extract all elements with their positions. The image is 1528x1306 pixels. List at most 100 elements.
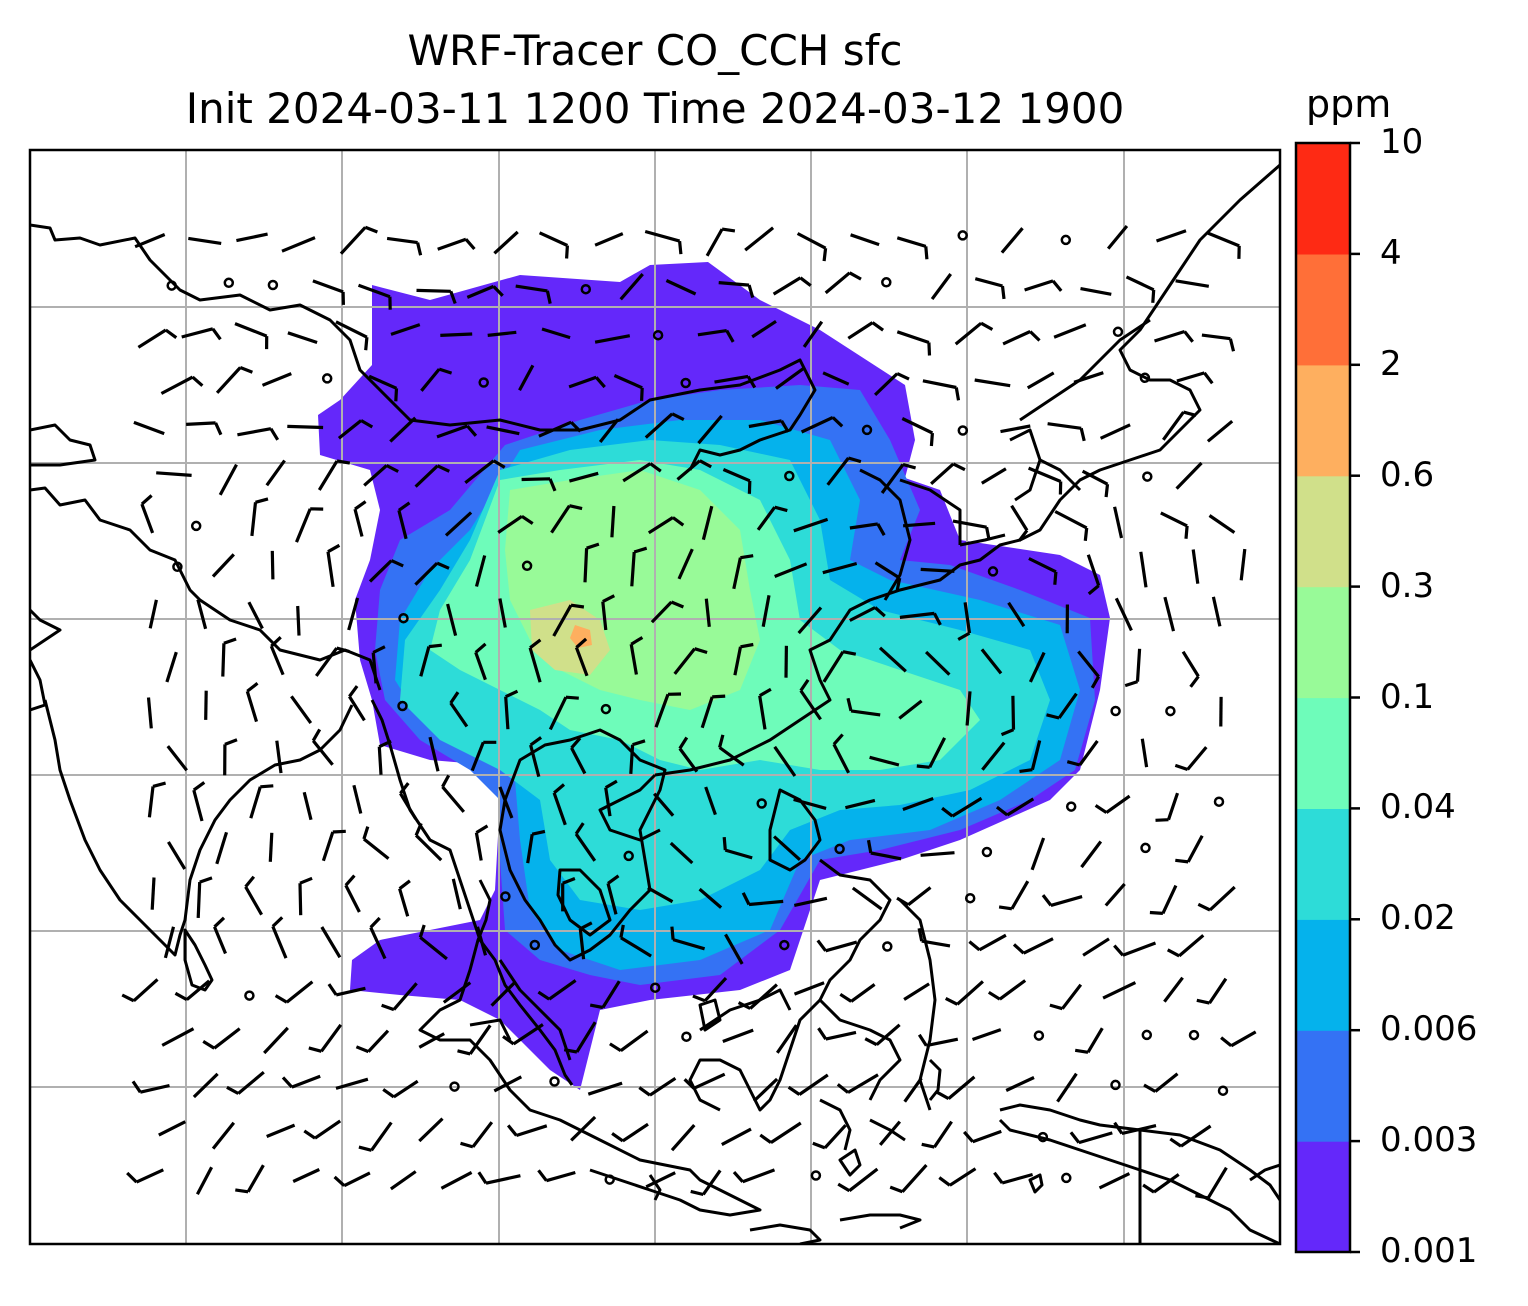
calm-wind-marker bbox=[1139, 372, 1151, 384]
wind-barb bbox=[793, 981, 825, 996]
wind-barb bbox=[1073, 371, 1104, 384]
calm-wind-marker bbox=[397, 700, 408, 712]
wind-barb bbox=[223, 738, 238, 776]
wind-barb bbox=[418, 924, 448, 961]
calm-wind-marker bbox=[779, 939, 790, 951]
wind-barb bbox=[137, 328, 178, 349]
wind-barb bbox=[732, 1168, 776, 1184]
wind-barb bbox=[1098, 1172, 1131, 1190]
wind-barb bbox=[981, 741, 1006, 771]
calm-wind-marker bbox=[1060, 234, 1072, 246]
wind-barb bbox=[916, 737, 947, 769]
calm-wind-marker bbox=[957, 230, 968, 241]
wind-barb bbox=[644, 412, 685, 439]
wind-barb bbox=[1081, 469, 1110, 498]
wind-barb bbox=[864, 1023, 901, 1047]
calm-wind-marker bbox=[1033, 1030, 1045, 1041]
wind-barb bbox=[552, 783, 567, 826]
wind-barb bbox=[898, 699, 923, 720]
wind-barb bbox=[724, 933, 744, 965]
wind-barb bbox=[382, 1079, 419, 1099]
wind-barb bbox=[211, 1121, 236, 1150]
wind-barb bbox=[697, 414, 723, 445]
map-frame bbox=[28, 148, 1282, 1246]
wind-barb bbox=[589, 980, 621, 1010]
wind-barb bbox=[1082, 937, 1110, 957]
wind-barb bbox=[464, 459, 506, 485]
wind-barb bbox=[644, 229, 683, 255]
wind-barb bbox=[165, 651, 178, 683]
colorbar-band-7 bbox=[1296, 364, 1350, 477]
wind-barb bbox=[1024, 279, 1063, 292]
wind-barb bbox=[936, 1075, 976, 1101]
wind-barb bbox=[938, 1167, 977, 1187]
wind-barb bbox=[704, 598, 711, 627]
wind-barb bbox=[414, 561, 450, 586]
wind-barb bbox=[645, 1171, 676, 1189]
wind-barb bbox=[1028, 557, 1058, 585]
colorbar-tick-label: 0.04 bbox=[1380, 787, 1456, 828]
calm-wind-marker bbox=[784, 470, 795, 482]
wind-barb bbox=[442, 981, 472, 1004]
wind-barb bbox=[1000, 227, 1024, 254]
wind-barb bbox=[793, 797, 827, 810]
wind-barb bbox=[312, 279, 345, 305]
colorbar-tick-label: 0.006 bbox=[1380, 1009, 1478, 1050]
wind-barb bbox=[869, 755, 900, 767]
calm-wind-marker bbox=[681, 1031, 692, 1042]
wind-barb bbox=[1002, 330, 1041, 346]
wind-barb bbox=[793, 896, 828, 907]
calm-wind-marker bbox=[1188, 1029, 1200, 1041]
wind-barb bbox=[298, 876, 313, 916]
wind-barb bbox=[321, 829, 346, 862]
wind-barb bbox=[428, 736, 440, 772]
wind-barb bbox=[1169, 1124, 1212, 1148]
wind-barb bbox=[126, 1168, 164, 1184]
wind-barb bbox=[1030, 837, 1046, 871]
wind-barb bbox=[1026, 371, 1055, 390]
wind-barb bbox=[995, 797, 1035, 817]
wind-barb bbox=[705, 227, 736, 257]
wind-barb bbox=[1155, 229, 1187, 243]
wind-barb bbox=[418, 1032, 445, 1049]
wind-barb bbox=[504, 689, 519, 730]
wind-barb bbox=[921, 1120, 953, 1149]
wind-barb bbox=[477, 1171, 521, 1185]
wind-barb bbox=[1066, 739, 1099, 767]
wind-barb bbox=[732, 554, 754, 590]
wind-barb bbox=[303, 1119, 342, 1140]
calm-wind-marker bbox=[981, 846, 993, 858]
wind-barb bbox=[574, 822, 597, 862]
wind-barb bbox=[121, 978, 159, 1003]
colorbar-band-8 bbox=[1296, 253, 1350, 366]
wind-barb bbox=[866, 839, 902, 861]
wind-barb bbox=[1174, 746, 1208, 772]
wind-barb bbox=[1166, 934, 1205, 958]
wind-barb bbox=[352, 784, 363, 814]
tracer-field bbox=[318, 262, 1110, 1090]
wind-barb bbox=[466, 284, 504, 299]
wind-barb bbox=[327, 983, 366, 997]
calm-wind-marker bbox=[580, 283, 592, 295]
wind-barb bbox=[518, 364, 535, 391]
wind-barb bbox=[274, 980, 314, 1004]
calm-wind-marker bbox=[600, 703, 612, 715]
wind-barb bbox=[775, 1024, 798, 1054]
wind-barb bbox=[613, 374, 644, 401]
calm-wind-marker bbox=[604, 1174, 615, 1185]
wind-barb bbox=[845, 798, 876, 810]
calm-wind-marker bbox=[1165, 705, 1176, 717]
wind-barb bbox=[965, 691, 972, 726]
wind-barb bbox=[548, 695, 579, 731]
wind-barb bbox=[721, 1127, 752, 1147]
wind-barb bbox=[773, 745, 797, 777]
wind-barb bbox=[722, 1028, 754, 1043]
wind-barb bbox=[676, 459, 712, 481]
wind-barb bbox=[748, 419, 790, 433]
wind-barb bbox=[474, 642, 487, 681]
wind-barb bbox=[414, 822, 443, 862]
wind-barb bbox=[371, 645, 386, 684]
wind-barb bbox=[998, 880, 1030, 911]
wind-barb bbox=[195, 1166, 214, 1196]
wind-barb bbox=[236, 232, 268, 243]
